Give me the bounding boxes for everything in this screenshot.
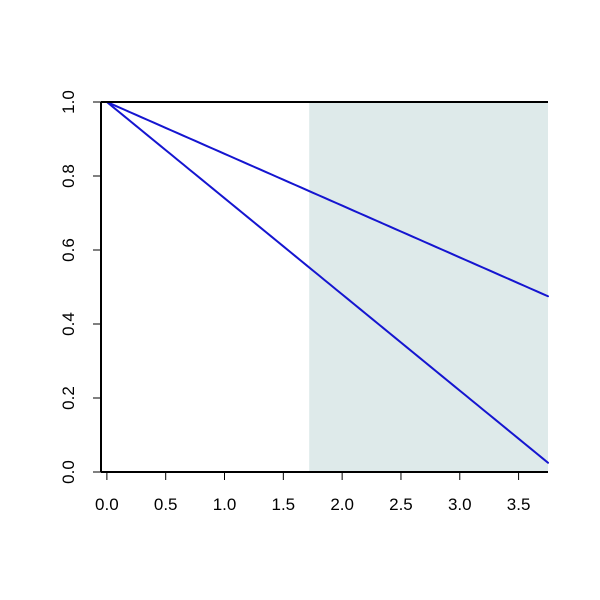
- series-line-1: [105, 101, 549, 464]
- x-tick-label: 2.0: [330, 495, 354, 514]
- y-tick-label: 0.4: [59, 312, 78, 336]
- series-line-2: [105, 101, 549, 298]
- y-tick-label: 0.6: [59, 238, 78, 262]
- x-tick-label: 0.5: [154, 495, 178, 514]
- x-tick-label: 1.0: [213, 495, 237, 514]
- axes-layer: [100, 101, 548, 473]
- y-tick-label: 0.0: [59, 460, 78, 484]
- ticks-layer: 0.0 0.5 1.0 1.5 2.0 2.5 3.0 3.5 0.0 0.2 0.4 0.6 0.8 1…: [59, 90, 530, 514]
- shaded-region-rect: [309, 102, 548, 472]
- y-tick-label: 1.0: [59, 90, 78, 114]
- x-tick-label: 1.5: [272, 495, 296, 514]
- x-tick-label: 2.5: [389, 495, 413, 514]
- x-tick-label: 3.0: [448, 495, 472, 514]
- x-tick-label: 0.0: [95, 495, 119, 514]
- x-tick-label: 3.5: [507, 495, 531, 514]
- y-tick-label: 0.2: [59, 386, 78, 410]
- y-tick-label: 0.8: [59, 164, 78, 188]
- series-layer: [105, 101, 549, 464]
- shaded-region: [309, 102, 548, 472]
